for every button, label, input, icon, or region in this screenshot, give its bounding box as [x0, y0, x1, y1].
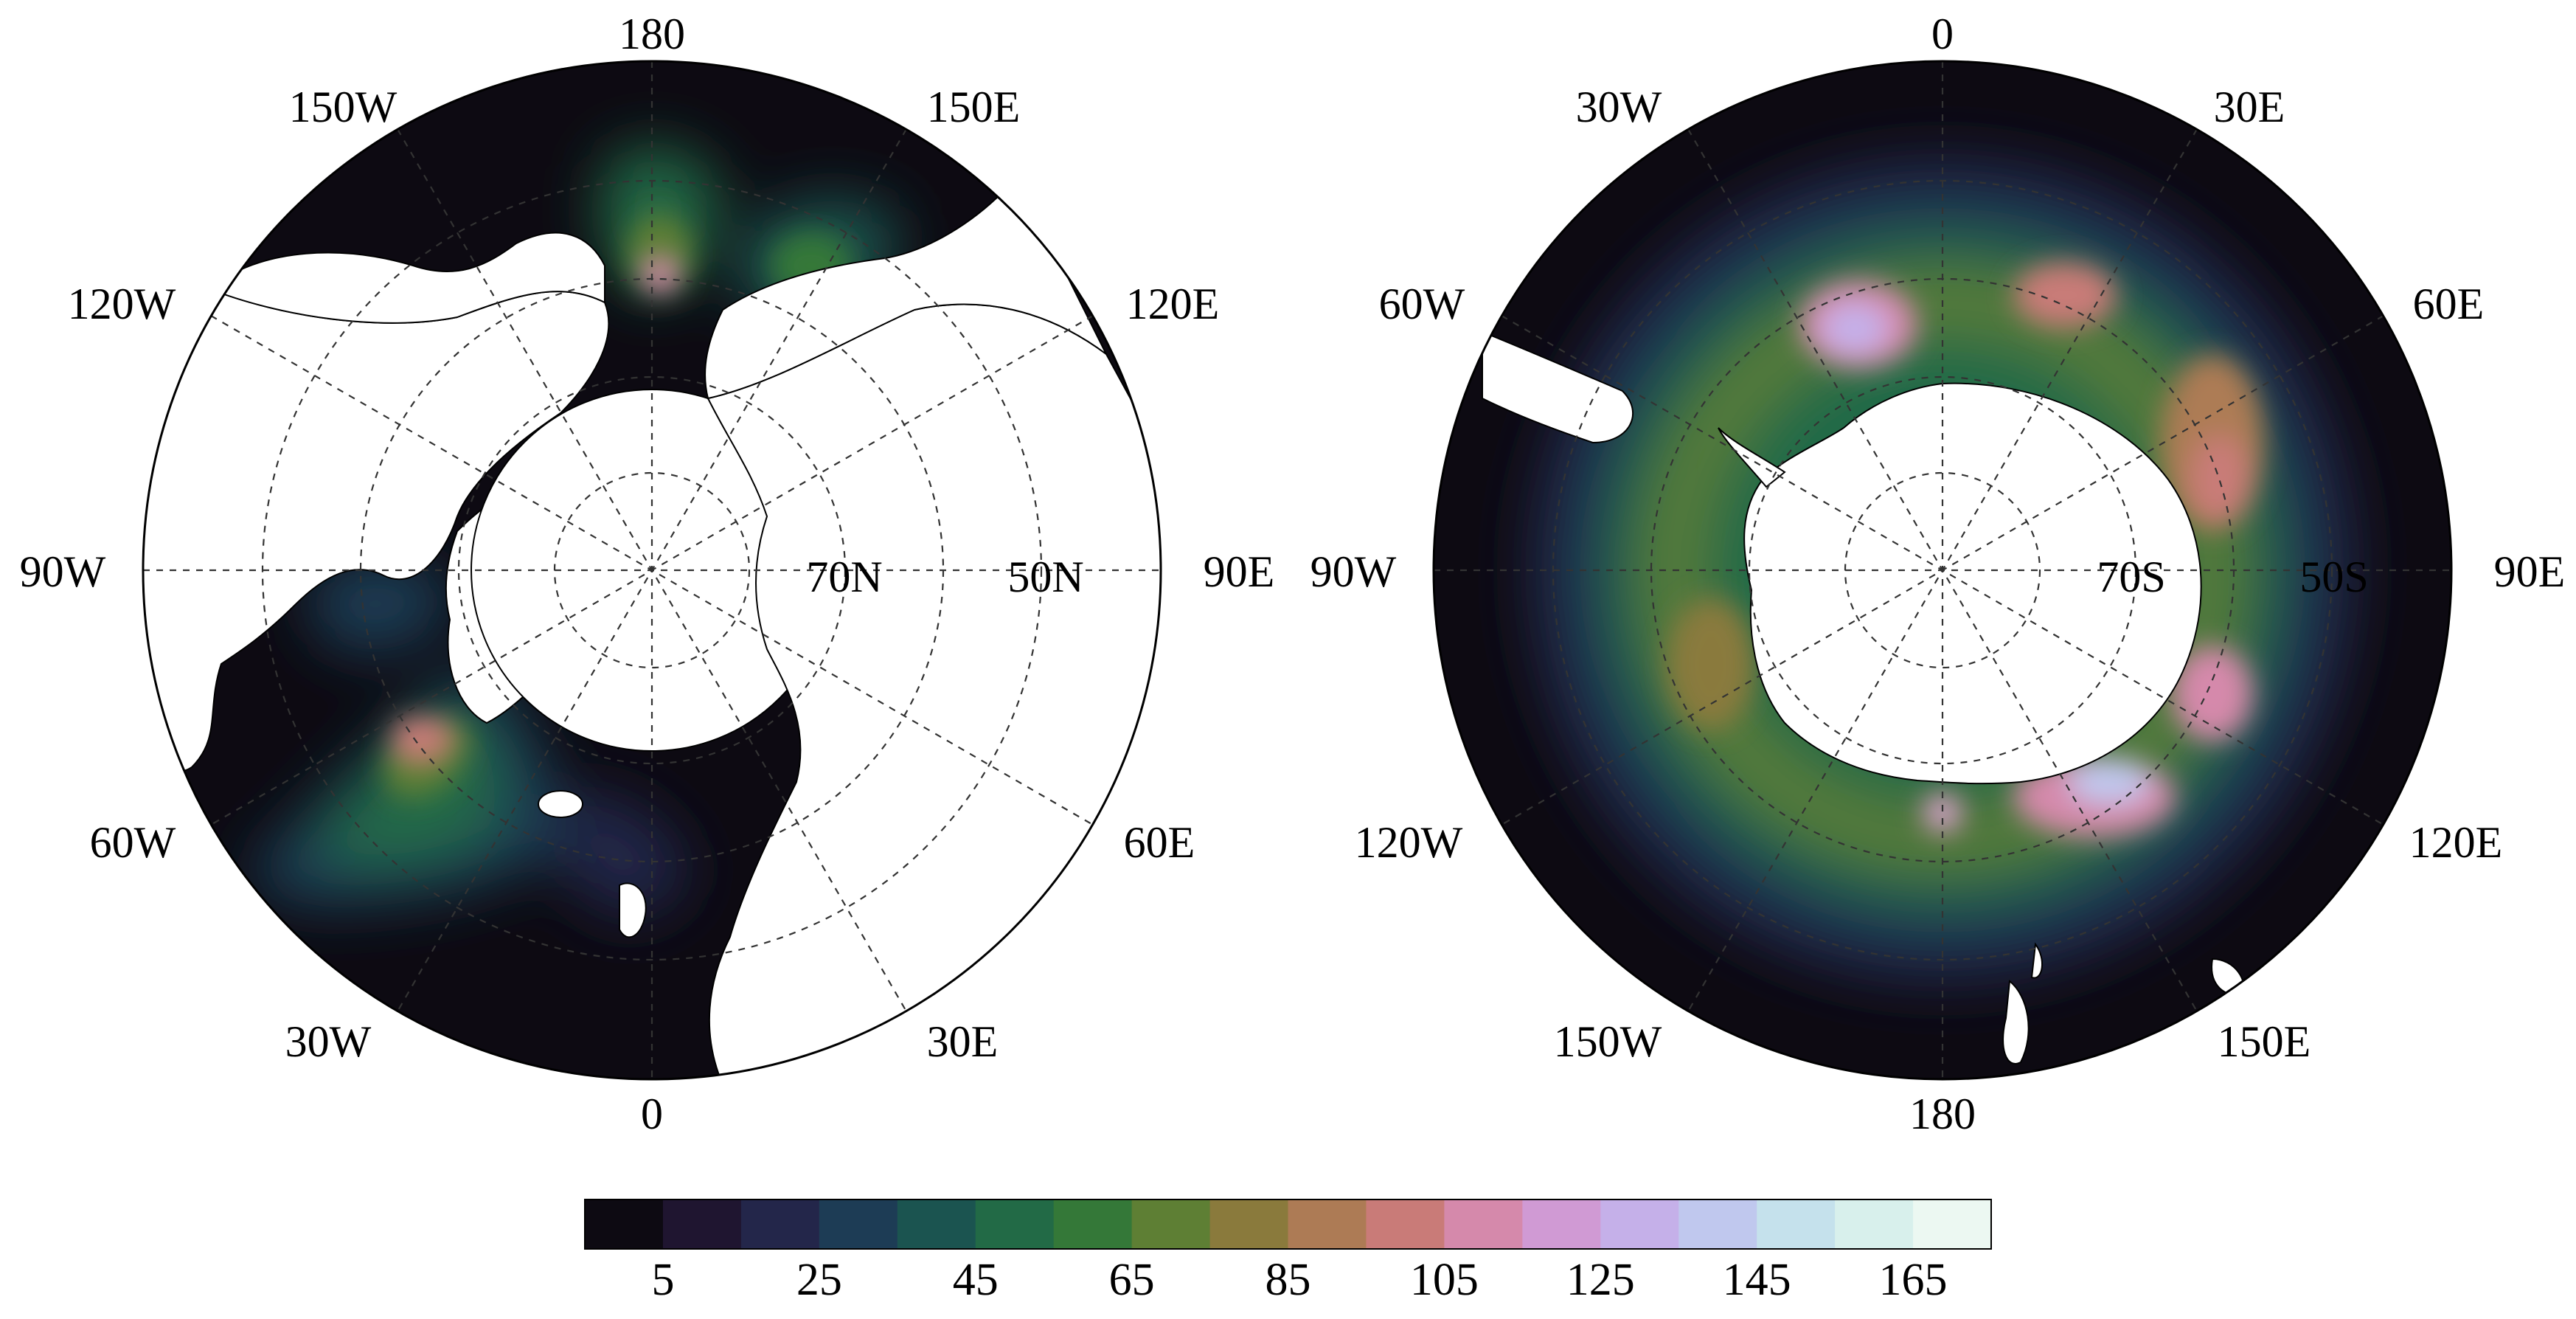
north-label-50n: 50N [1007, 553, 1083, 601]
south-label-bottom: 180 [1909, 1090, 1976, 1138]
south-label-70s: 70S [2097, 553, 2165, 601]
colorbar-tick-label: 25 [796, 1255, 842, 1305]
south-label-60e: 60E [2413, 280, 2485, 328]
colorbar-swatch [975, 1199, 1055, 1249]
colorbar-tick-label: 165 [1879, 1255, 1948, 1305]
colorbar-swatch [1600, 1199, 1679, 1249]
colorbar-swatch [897, 1199, 976, 1249]
colorbar-swatch [1209, 1199, 1289, 1249]
colorbar-swatch [1522, 1199, 1601, 1249]
north-label-60e: 60E [1124, 818, 1195, 867]
north-map-panel: 180 0 90W 90E 150W 120W 150E 120E 60W 30… [20, 10, 1275, 1138]
south-label-120e: 120E [2409, 818, 2503, 867]
south-label-150e: 150E [2218, 1017, 2311, 1066]
colorbar-swatch [1835, 1199, 1914, 1249]
south-label-top: 0 [1931, 10, 1954, 58]
colorbar-frame [584, 1199, 1992, 1250]
colorbar-swatch [1678, 1199, 1757, 1249]
colorbar-swatch [1444, 1199, 1523, 1249]
north-label-60w: 60W [90, 818, 176, 867]
south-map-border [1432, 60, 2453, 1081]
colorbar-swatch [1366, 1199, 1445, 1249]
south-land-masses [1482, 330, 2245, 1064]
south-label-60w: 60W [1379, 280, 1465, 328]
colorbar-swatch [585, 1199, 664, 1249]
south-label-30e: 30E [2214, 83, 2285, 131]
north-label-120e: 120E [1126, 280, 1220, 328]
south-label-left: 90W [1310, 547, 1397, 596]
north-label-bottom: 0 [641, 1090, 663, 1138]
north-label-150w: 150W [289, 83, 397, 131]
north-label-left: 90W [20, 547, 106, 596]
north-label-top: 180 [619, 10, 685, 58]
colorbar-swatch [1913, 1199, 1992, 1249]
colorbar-swatch [819, 1199, 898, 1249]
colorbar-tick-label: 125 [1566, 1255, 1635, 1305]
north-graticule [143, 61, 1161, 1079]
north-label-120w: 120W [68, 280, 176, 328]
north-label-150e: 150E [927, 83, 1021, 131]
colorbar: 5 25 45 65 85 105 125 145 165 [584, 1199, 1992, 1305]
south-label-150w: 150W [1554, 1017, 1662, 1066]
colorbar-swatch [1053, 1199, 1133, 1249]
north-label-right: 90E [1204, 547, 1275, 596]
colorbar-swatch [1757, 1199, 1836, 1249]
south-map-panel: 0 180 90W 90E 30W 60W 30E 60E 120W 150W … [1310, 10, 2566, 1138]
north-label-30e: 30E [927, 1017, 999, 1066]
north-label-70n: 70N [806, 553, 882, 601]
colorbar-tick-label: 145 [1723, 1255, 1791, 1305]
colorbar-swatch [662, 1199, 742, 1249]
south-label-30w: 30W [1576, 83, 1662, 131]
colorbar-swatch [1131, 1199, 1211, 1249]
colorbar-tick-label: 45 [953, 1255, 999, 1305]
colorbar-tick-label: 5 [651, 1255, 674, 1305]
north-map-border [142, 60, 1162, 1081]
north-label-30w: 30W [285, 1017, 372, 1066]
colorbar-tick-label: 65 [1109, 1255, 1155, 1305]
south-label-120w: 120W [1355, 818, 1463, 867]
colorbar-swatch [740, 1199, 820, 1249]
colorbar-tick-label: 85 [1266, 1255, 1311, 1305]
south-graticule [1434, 61, 2451, 1079]
south-label-50s: 50S [2299, 553, 2368, 601]
south-label-right: 90E [2494, 547, 2566, 596]
colorbar-swatch [1288, 1199, 1367, 1249]
colorbar-tick-label: 105 [1410, 1255, 1479, 1305]
